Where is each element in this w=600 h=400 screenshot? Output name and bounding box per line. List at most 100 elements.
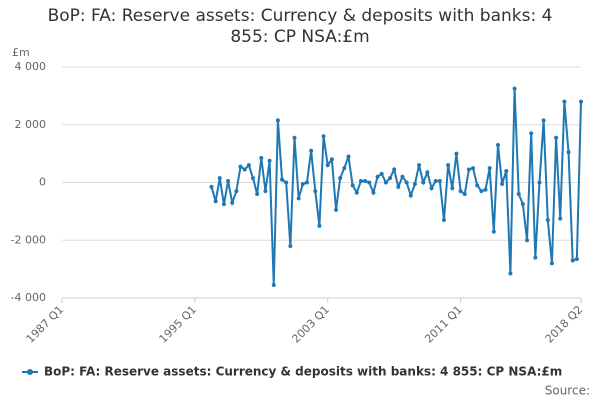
point-marker — [317, 223, 322, 228]
point-marker — [433, 179, 438, 184]
point-marker — [217, 176, 222, 181]
point-marker — [259, 155, 264, 160]
point-marker — [358, 179, 363, 184]
point-marker — [421, 180, 426, 185]
point-marker — [221, 202, 226, 207]
point-marker — [379, 171, 384, 176]
point-marker — [250, 176, 255, 181]
point-marker — [458, 189, 463, 194]
point-marker — [325, 163, 330, 168]
point-marker — [495, 142, 500, 147]
y-tick-label: 4 000 — [15, 60, 47, 73]
point-marker — [383, 180, 388, 185]
point-marker — [508, 271, 513, 276]
point-marker — [213, 199, 218, 204]
y-tick-label: 0 — [39, 176, 46, 189]
point-marker — [487, 166, 492, 171]
point-marker — [483, 187, 488, 192]
point-marker — [412, 181, 417, 186]
x-tick-label: 1995 Q1 — [157, 303, 200, 346]
point-marker — [491, 229, 496, 234]
point-marker — [388, 176, 393, 181]
point-marker — [537, 180, 542, 185]
point-marker — [533, 255, 538, 260]
point-marker — [304, 180, 309, 185]
source: Source: — [545, 384, 590, 398]
point-marker — [230, 200, 235, 205]
point-marker — [404, 180, 409, 185]
point-marker — [292, 135, 297, 140]
point-marker — [570, 258, 575, 263]
point-marker — [238, 164, 243, 169]
point-marker — [529, 131, 534, 136]
point-marker — [446, 163, 451, 168]
series-line — [210, 88, 582, 286]
x-tick-label: 2018 Q2 — [543, 303, 586, 346]
point-marker — [574, 257, 579, 262]
chart-title: BoP: FA: Reserve assets: Currency & depo… — [47, 6, 553, 47]
point-marker — [275, 118, 280, 123]
point-marker — [500, 181, 505, 186]
point-marker — [516, 192, 521, 197]
point-marker — [479, 189, 484, 194]
point-marker — [558, 216, 563, 221]
point-marker — [549, 261, 554, 266]
point-marker — [263, 189, 268, 194]
point-marker — [342, 166, 347, 171]
point-marker — [242, 167, 247, 172]
point-marker — [417, 163, 422, 168]
point-marker — [346, 154, 351, 159]
point-marker — [371, 190, 376, 195]
point-marker — [437, 179, 442, 184]
y-axis-label: £m — [12, 46, 30, 59]
point-marker — [450, 186, 455, 191]
point-marker — [271, 283, 276, 288]
point-marker — [504, 168, 509, 173]
point-marker — [234, 189, 239, 194]
point-marker — [375, 174, 380, 179]
point-marker — [475, 183, 480, 188]
point-marker — [246, 163, 251, 168]
point-marker — [329, 157, 334, 162]
point-marker — [350, 183, 355, 188]
point-marker — [554, 135, 559, 140]
point-marker — [441, 218, 446, 223]
point-marker — [408, 193, 413, 198]
point-marker — [296, 196, 301, 201]
point-marker — [255, 192, 260, 197]
point-marker — [471, 166, 476, 171]
point-marker — [392, 167, 397, 172]
point-marker — [512, 86, 517, 91]
point-marker — [338, 176, 343, 181]
point-marker — [354, 190, 359, 195]
point-marker — [462, 192, 467, 197]
y-tick-label: -4 000 — [11, 291, 46, 304]
point-marker — [466, 167, 471, 172]
legend-label: BoP: FA: Reserve assets: Currency & depo… — [44, 365, 562, 379]
x-tick-label: 2003 Q1 — [289, 303, 332, 346]
y-tick-label: -2 000 — [11, 233, 46, 246]
point-marker — [454, 151, 459, 156]
point-marker — [396, 184, 401, 189]
point-marker — [579, 99, 583, 104]
point-marker — [284, 180, 289, 185]
point-marker — [280, 177, 285, 182]
point-marker — [334, 207, 339, 212]
point-marker — [209, 184, 214, 189]
point-marker — [363, 179, 368, 184]
point-marker — [267, 158, 272, 163]
point-marker — [562, 99, 567, 104]
point-marker — [400, 174, 405, 179]
point-marker — [566, 150, 571, 155]
point-marker — [321, 134, 326, 139]
point-marker — [545, 218, 550, 223]
point-marker — [300, 181, 305, 186]
point-marker — [309, 148, 314, 153]
point-marker — [313, 189, 318, 194]
point-marker — [520, 202, 525, 207]
point-marker — [425, 170, 430, 175]
x-tick-label: 1987 Q1 — [24, 303, 67, 346]
point-marker — [541, 118, 546, 123]
